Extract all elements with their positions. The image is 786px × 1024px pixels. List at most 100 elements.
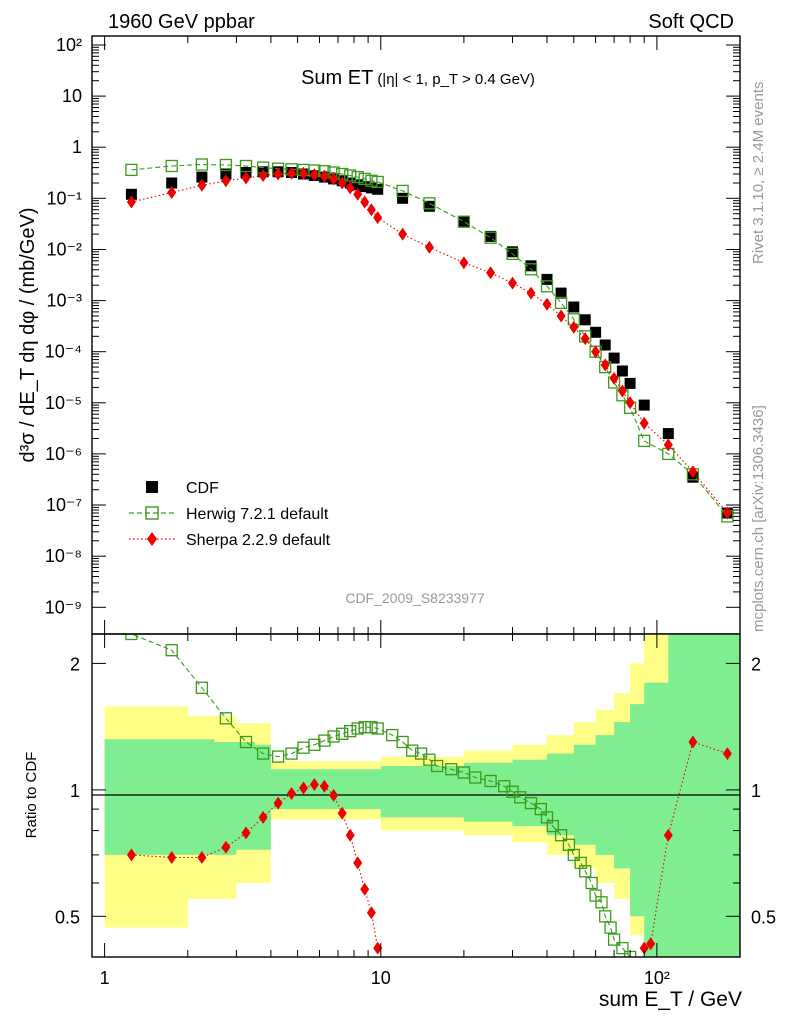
ratio-point xyxy=(219,712,233,725)
data-point xyxy=(569,320,579,334)
ratio-point xyxy=(271,750,285,763)
ratio-point xyxy=(366,906,376,920)
data-point xyxy=(638,434,651,448)
ratio-point xyxy=(386,728,399,742)
data-point xyxy=(258,169,268,182)
data-point xyxy=(329,172,339,186)
data-point xyxy=(396,184,409,198)
main-y-tick-label: 10⁻⁹ xyxy=(45,597,82,617)
data-point xyxy=(542,297,552,311)
data-point xyxy=(638,399,650,411)
x-tick-label: 10 xyxy=(371,968,391,988)
ratio-point xyxy=(273,796,283,810)
ratio-point xyxy=(336,727,349,740)
data-point xyxy=(485,230,497,242)
x-axis-title: sum E_T / GeV xyxy=(599,988,742,1011)
main-y-tick-label: 10⁻³ xyxy=(46,291,82,311)
data-point xyxy=(599,339,611,351)
data-point xyxy=(591,345,601,359)
ratio-point xyxy=(285,747,298,760)
data-point xyxy=(351,170,364,184)
header-right: Soft QCD xyxy=(648,11,734,33)
ratio-point xyxy=(616,941,629,955)
data-point xyxy=(197,178,207,192)
main-y-tick-label: 10⁻⁷ xyxy=(46,495,82,515)
legend-marker-herwig xyxy=(145,506,159,520)
data-point xyxy=(524,263,538,276)
ratio-point xyxy=(239,735,253,749)
ratio-point xyxy=(126,848,136,862)
ratio-point xyxy=(329,788,339,802)
data-point xyxy=(219,158,233,172)
ratio-point xyxy=(221,840,231,854)
legend-entry-sherpa: Sherpa 2.2.9 default xyxy=(129,532,331,549)
ratio-point xyxy=(327,730,340,743)
data-point xyxy=(617,384,627,398)
ratio-point xyxy=(287,787,296,800)
data-point xyxy=(600,358,610,372)
main-y-tick-label: 10 xyxy=(62,86,82,106)
data-point xyxy=(458,216,470,228)
data-point xyxy=(540,280,554,293)
main-y-tick-label: 10⁻⁵ xyxy=(45,393,82,413)
main-series-2 xyxy=(126,166,732,520)
main-title: Sum ET (|η| < 1, p_T > 0.4 GeV) xyxy=(301,67,535,89)
data-point xyxy=(554,296,568,310)
ratio-y-axis-title: Ratio to CDF xyxy=(23,752,40,839)
ratio-point xyxy=(241,826,251,840)
data-point xyxy=(195,158,209,171)
data-point xyxy=(319,169,329,183)
data-point xyxy=(358,172,371,186)
rivet-label: Rivet 3.1.10, ≥ 2.4M events xyxy=(750,82,767,265)
ratio-series-line xyxy=(131,783,379,949)
main-y-axis-title: d³σ / dE_T dη dφ / (mb/GeV) xyxy=(17,207,39,462)
ratio-point xyxy=(309,778,319,791)
main-plot-area: 10⁻⁹ 10⁻⁸ 10⁻⁷ 10⁻⁶ 10⁻⁵ 10⁻⁴ 10⁻³ 10⁻² 10⁻¹ 1 10 1… xyxy=(17,35,741,635)
data-point xyxy=(345,181,355,195)
main-y-tick-label: 10⁻⁶ xyxy=(45,444,82,464)
data-point xyxy=(373,211,383,225)
ratio-point xyxy=(258,810,268,824)
data-point xyxy=(423,200,435,212)
data-point xyxy=(167,186,177,199)
data-point xyxy=(526,286,536,300)
data-point xyxy=(579,314,591,326)
ratio-series-0 xyxy=(125,634,637,957)
data-point xyxy=(352,179,364,191)
main-y-tick-label: 1 xyxy=(72,137,82,157)
ratio-point xyxy=(607,933,621,946)
x-tick-label: 10² xyxy=(644,968,670,988)
ratio-plot-area: 1 10 10² 0.5 0.5 1 1 2 2 Ratio to CDF sum E_T / … xyxy=(23,633,776,1011)
data-point xyxy=(459,256,469,270)
mcplots-label: mcplots.cern.ch [arXiv:1306.3436] xyxy=(750,405,767,632)
ratio-point xyxy=(406,744,419,757)
data-point xyxy=(221,174,231,188)
ratio-point xyxy=(604,921,617,934)
data-point xyxy=(663,438,673,452)
data-point xyxy=(125,163,138,177)
data-point xyxy=(568,301,580,313)
data-point xyxy=(608,352,620,364)
data-point xyxy=(371,175,384,189)
data-point xyxy=(220,168,232,180)
ratio-y-tick-label: 0.5 xyxy=(55,907,80,927)
ratio-series-2 xyxy=(639,735,732,955)
ratio-point xyxy=(722,747,732,761)
data-point xyxy=(625,396,635,410)
ratio-point xyxy=(579,865,592,878)
data-point xyxy=(366,203,376,217)
ratio-point xyxy=(256,747,270,760)
data-point xyxy=(484,231,497,244)
ratio-point xyxy=(585,876,598,890)
ratio-point xyxy=(423,753,436,766)
data-point xyxy=(365,182,377,194)
ratio-point xyxy=(319,779,329,793)
ratio-point xyxy=(344,724,357,738)
data-point xyxy=(353,187,363,201)
ratio-point xyxy=(574,856,587,870)
data-point xyxy=(639,416,649,430)
ratio-point xyxy=(430,759,444,773)
ratio-point xyxy=(360,882,370,896)
data-point xyxy=(397,192,409,204)
